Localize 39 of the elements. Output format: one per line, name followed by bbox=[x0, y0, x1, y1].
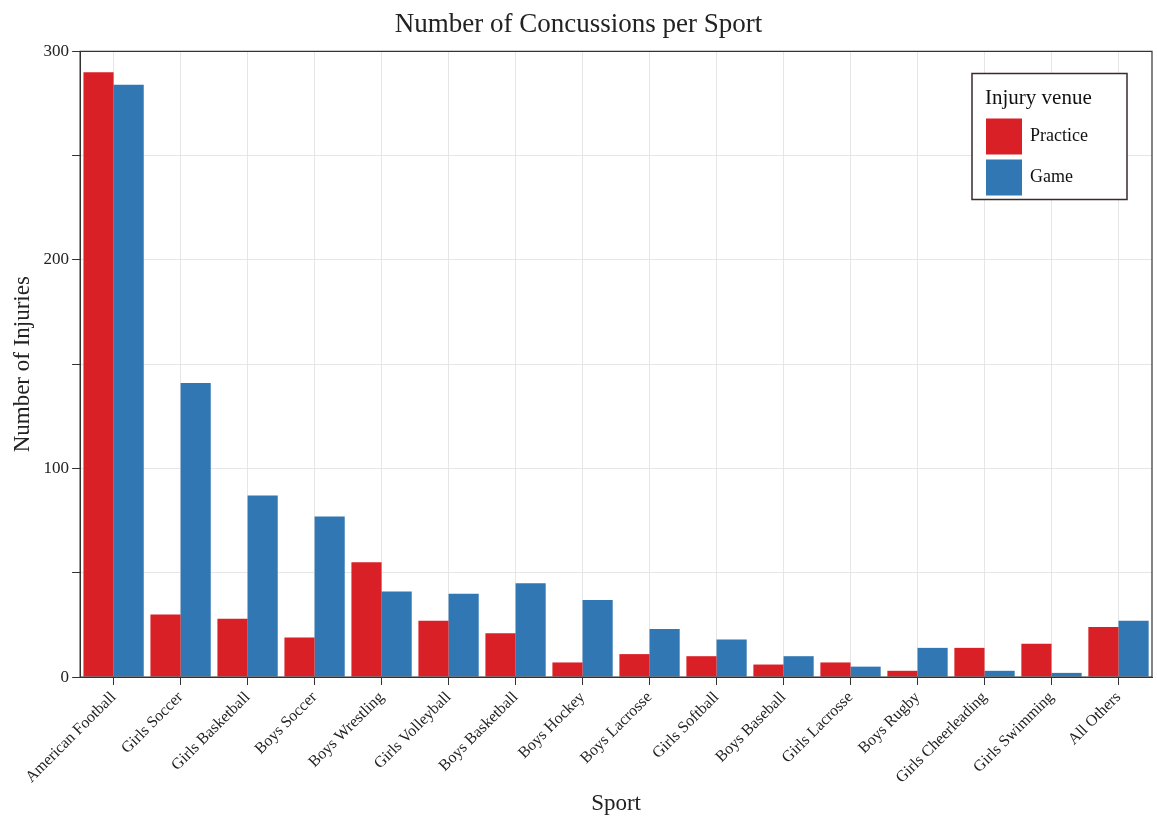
legend-label: Game bbox=[1030, 166, 1073, 187]
bar bbox=[284, 637, 315, 677]
bar bbox=[552, 662, 583, 677]
bar bbox=[619, 654, 650, 677]
legend-title: Injury venue bbox=[985, 84, 1092, 109]
bar bbox=[515, 583, 546, 677]
bar bbox=[247, 495, 278, 677]
bar bbox=[418, 620, 449, 677]
legend-label: Practice bbox=[1030, 125, 1088, 146]
bar bbox=[1118, 620, 1149, 677]
y-tick-label: 0 bbox=[60, 666, 70, 686]
bar bbox=[150, 614, 181, 677]
bar bbox=[1088, 627, 1119, 677]
bar bbox=[582, 599, 613, 677]
y-tick-label: 300 bbox=[43, 40, 70, 60]
bar bbox=[820, 662, 851, 677]
bar bbox=[716, 639, 747, 677]
bar bbox=[351, 562, 382, 677]
bar bbox=[113, 84, 144, 677]
bar bbox=[1021, 643, 1052, 677]
bar bbox=[485, 633, 516, 677]
y-tick-label: 100 bbox=[43, 457, 70, 477]
bar bbox=[448, 593, 479, 677]
y-axis-title: Number of Injuries bbox=[8, 276, 34, 453]
bar bbox=[686, 656, 717, 677]
x-axis-title: Sport bbox=[591, 790, 642, 816]
bar bbox=[217, 618, 248, 677]
bar bbox=[783, 656, 814, 677]
bar bbox=[954, 647, 985, 677]
bar bbox=[649, 629, 680, 677]
bar bbox=[381, 591, 412, 677]
bar bbox=[83, 72, 114, 677]
bar bbox=[850, 666, 881, 677]
bar bbox=[917, 647, 948, 677]
bar bbox=[180, 383, 211, 677]
chart-title: Number of Concussions per Sport bbox=[394, 8, 763, 39]
bar bbox=[314, 516, 345, 677]
y-tick-label: 200 bbox=[43, 249, 70, 269]
bar bbox=[753, 664, 784, 677]
